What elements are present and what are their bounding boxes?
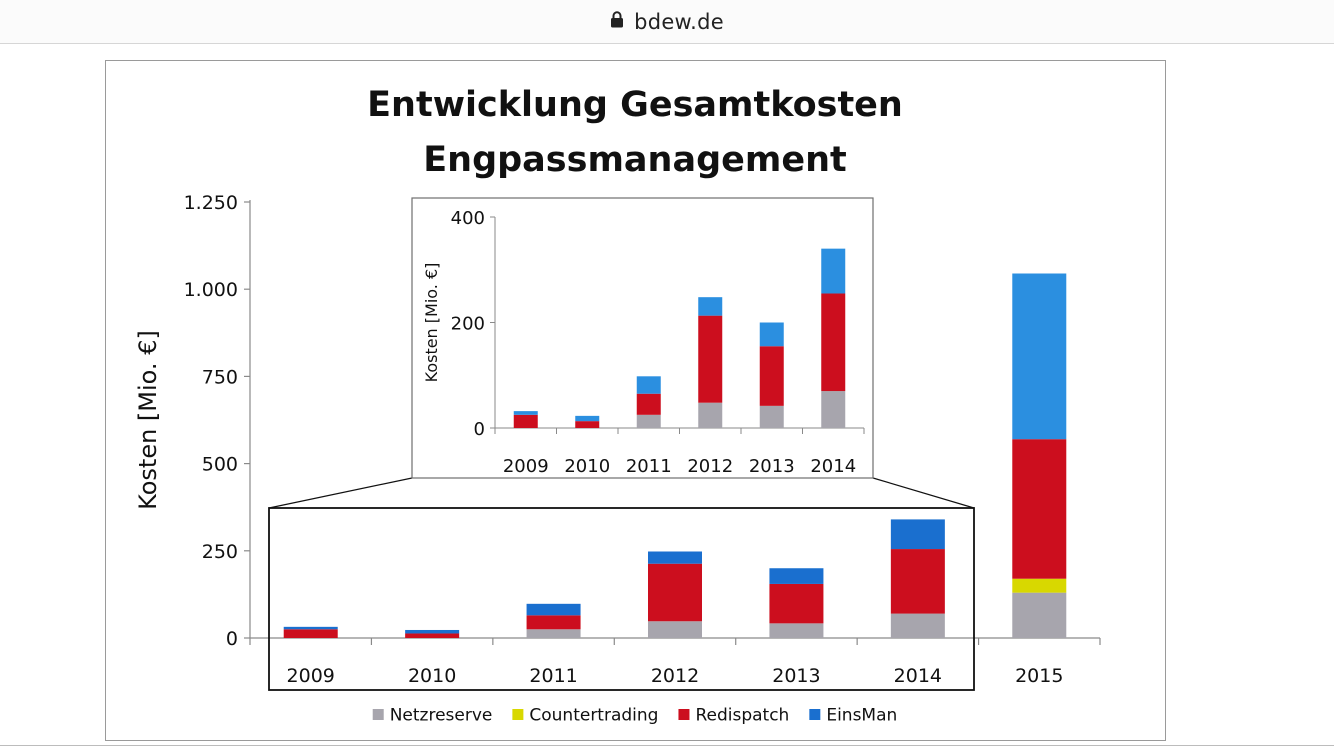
x-tick-label: 2013 bbox=[772, 665, 820, 687]
inset-bar-segment-redispatch-2014 bbox=[821, 293, 846, 392]
chart-card: Entwicklung Gesamtkosten Engpassmanageme… bbox=[105, 60, 1166, 741]
bar-segment-einsman-2011 bbox=[526, 603, 581, 616]
y-axis-title: Kosten [Mio. €] bbox=[134, 330, 162, 510]
bar-segment-netzreserve-2015 bbox=[1012, 592, 1067, 638]
legend-label-netzreserve: Netzreserve bbox=[390, 706, 493, 726]
legend-label-redispatch: Redispatch bbox=[695, 706, 789, 726]
bar-segment-netzreserve-2011 bbox=[526, 629, 581, 638]
bar-segment-einsman-2015 bbox=[1012, 273, 1067, 440]
inset-bar-segment-einsman-2011 bbox=[636, 376, 661, 394]
bar-segment-netzreserve-2013 bbox=[769, 623, 824, 638]
inset-x-tick-label: 2009 bbox=[503, 456, 549, 477]
zoom-rectangle bbox=[268, 507, 975, 691]
bar-segment-redispatch-2014 bbox=[890, 549, 945, 614]
legend-label-countertrading: Countertrading bbox=[529, 706, 658, 726]
inset-bar-segment-netzreserve-2014 bbox=[821, 391, 846, 428]
inset-bar-segment-einsman-2013 bbox=[759, 322, 784, 347]
bar-segment-redispatch-2009 bbox=[283, 629, 338, 638]
inset-frame bbox=[411, 197, 874, 479]
inset-chart: 0 200 400 Kosten [Mio. €] 2009 2010 2011 2012 20… bbox=[411, 197, 874, 479]
y-tick-label: 750 bbox=[202, 366, 238, 388]
zoom-connector-right bbox=[872, 477, 975, 509]
zoom-frame bbox=[268, 477, 975, 691]
inset-bar-segment-einsman-2009 bbox=[513, 411, 538, 415]
bar-segment-einsman-2010 bbox=[405, 629, 460, 634]
x-tick-label: 2010 bbox=[408, 665, 456, 687]
y-tick-label: 250 bbox=[202, 541, 238, 563]
legend-swatch-netzreserve bbox=[372, 709, 384, 720]
legend-label-einsman: EinsMan bbox=[826, 706, 897, 726]
inset-x-tick-label: 2014 bbox=[810, 456, 856, 477]
url-text: bdew.de bbox=[634, 9, 724, 34]
y-tick-label: 1.250 bbox=[184, 192, 238, 214]
bar-segment-netzreserve-2014 bbox=[890, 613, 945, 638]
x-tick-label: 2011 bbox=[529, 665, 577, 687]
chart-svg: Entwicklung Gesamtkosten Engpassmanageme… bbox=[134, 85, 1101, 726]
bar-segment-redispatch-2015 bbox=[1012, 439, 1067, 579]
inset-y-tick-label: 0 bbox=[474, 419, 485, 440]
inset-bar-segment-redispatch-2012 bbox=[698, 315, 723, 403]
address-bar[interactable]: bdew.de bbox=[0, 0, 1334, 44]
bar-segment-countertrading-2015 bbox=[1012, 578, 1067, 593]
x-tick-label: 2015 bbox=[1015, 665, 1063, 687]
y-tick-label: 0 bbox=[226, 628, 238, 650]
inset-bar-segment-einsman-2012 bbox=[698, 297, 723, 316]
inset-bar-segment-redispatch-2010 bbox=[575, 421, 600, 428]
inset-bar-segment-netzreserve-2013 bbox=[759, 405, 784, 428]
bar-segment-redispatch-2011 bbox=[526, 615, 581, 630]
bar-segment-einsman-2014 bbox=[890, 519, 945, 550]
inset-x-tick-label: 2013 bbox=[749, 456, 795, 477]
main-bars bbox=[283, 273, 1067, 638]
x-tick-label: 2014 bbox=[894, 665, 942, 687]
y-tick-label: 500 bbox=[202, 454, 238, 476]
inset-bar-segment-netzreserve-2012 bbox=[698, 402, 723, 428]
inset-y-axis-title: Kosten [Mio. €] bbox=[422, 263, 441, 383]
inset-bar-segment-einsman-2010 bbox=[575, 415, 600, 422]
chart-title-line-1: Entwicklung Gesamtkosten bbox=[367, 85, 903, 125]
bar-segment-redispatch-2012 bbox=[648, 563, 702, 622]
y-tick-label: 1.000 bbox=[184, 279, 238, 301]
legend-swatch-einsman bbox=[809, 709, 821, 720]
inset-bar-segment-redispatch-2013 bbox=[759, 346, 784, 406]
inset-y-tick-label: 400 bbox=[451, 208, 485, 229]
inset-bar-segment-redispatch-2009 bbox=[513, 414, 538, 428]
page-divider bbox=[0, 745, 1334, 746]
bar-segment-einsman-2013 bbox=[769, 568, 824, 584]
legend-swatch-redispatch bbox=[678, 709, 690, 720]
lock-icon bbox=[610, 11, 624, 32]
bar-segment-redispatch-2013 bbox=[769, 583, 824, 624]
inset-bar-segment-redispatch-2011 bbox=[636, 393, 661, 415]
inset-y-tick-label: 200 bbox=[451, 314, 485, 335]
x-tick-label: 2012 bbox=[651, 665, 699, 687]
bar-segment-netzreserve-2012 bbox=[648, 621, 702, 638]
bar-segment-einsman-2009 bbox=[283, 626, 338, 630]
bar-segment-redispatch-2010 bbox=[405, 633, 460, 638]
inset-x-tick-label: 2010 bbox=[564, 456, 610, 477]
inset-x-tick-label: 2012 bbox=[687, 456, 733, 477]
inset-bar-segment-netzreserve-2011 bbox=[636, 414, 661, 428]
chart-title-line-2: Engpassmanagement bbox=[423, 140, 847, 180]
legend: Netzreserve Countertrading Redispatch EinsM… bbox=[372, 706, 897, 726]
inset-bar-segment-einsman-2014 bbox=[821, 248, 846, 294]
legend-swatch-countertrading bbox=[512, 709, 524, 720]
x-tick-label: 2009 bbox=[287, 665, 335, 687]
bar-segment-einsman-2012 bbox=[648, 551, 702, 564]
inset-x-tick-label: 2011 bbox=[626, 456, 672, 477]
main-axes: 0 250 500 750 1.000 1.250 Kosten [Mio. €] 2009 2… bbox=[134, 192, 1101, 687]
zoom-connector-left bbox=[268, 477, 413, 509]
